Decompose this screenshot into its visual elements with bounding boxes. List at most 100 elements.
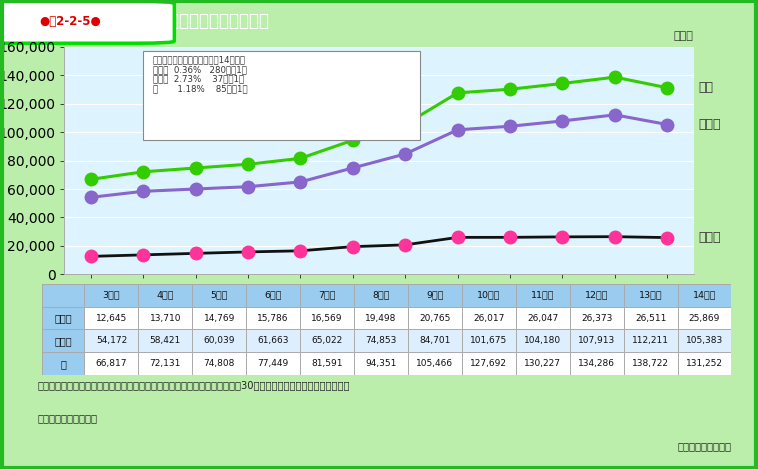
Text: 94,351: 94,351 <box>365 359 396 368</box>
Bar <box>246 307 300 329</box>
Text: 12年度: 12年度 <box>585 291 609 300</box>
Text: （注）　「不登校」（平成９年度までは「学校ぎらい」）を理由として年間30日以上欠席した国公私立小・中学校: （注） 「不登校」（平成９年度までは「学校ぎらい」）を理由として年間30日以上欠… <box>37 380 350 390</box>
Bar <box>42 352 84 375</box>
Bar <box>678 329 731 352</box>
Bar <box>354 352 408 375</box>
Text: 81,591: 81,591 <box>312 359 343 368</box>
Text: 25,869: 25,869 <box>689 314 720 323</box>
Bar <box>300 329 354 352</box>
Text: 105,466: 105,466 <box>416 359 453 368</box>
Text: 72,131: 72,131 <box>149 359 181 368</box>
Text: 26,511: 26,511 <box>635 314 666 323</box>
Bar <box>678 307 731 329</box>
Text: 58,421: 58,421 <box>150 336 181 345</box>
Bar <box>678 352 731 375</box>
Bar <box>246 284 300 307</box>
Text: 54,172: 54,172 <box>96 336 127 345</box>
Text: 13年度: 13年度 <box>639 291 662 300</box>
Text: 101,675: 101,675 <box>470 336 507 345</box>
Bar <box>408 307 462 329</box>
Bar <box>515 284 570 307</box>
Text: （人）: （人） <box>674 31 694 41</box>
Text: 20,765: 20,765 <box>419 314 450 323</box>
Bar <box>193 284 246 307</box>
Text: 14,769: 14,769 <box>204 314 235 323</box>
Text: 61,663: 61,663 <box>258 336 289 345</box>
Bar <box>84 307 139 329</box>
Text: 84,701: 84,701 <box>419 336 450 345</box>
Text: 65,022: 65,022 <box>312 336 343 345</box>
Bar <box>246 352 300 375</box>
Text: 107,913: 107,913 <box>578 336 615 345</box>
Bar <box>84 352 139 375</box>
Bar <box>624 307 678 329</box>
Bar <box>624 329 678 352</box>
Text: 児童生徒数。: 児童生徒数。 <box>37 413 97 423</box>
Bar <box>139 307 193 329</box>
Bar <box>84 329 139 352</box>
Text: 130,227: 130,227 <box>525 359 561 368</box>
Text: 7年度: 7年度 <box>318 291 336 300</box>
Bar <box>462 352 515 375</box>
Text: 合計: 合計 <box>699 81 714 94</box>
Bar <box>570 307 624 329</box>
Bar <box>678 284 731 307</box>
Bar <box>624 352 678 375</box>
Bar <box>462 284 515 307</box>
Bar <box>515 352 570 375</box>
Text: 74,808: 74,808 <box>204 359 235 368</box>
Text: 12,645: 12,645 <box>96 314 127 323</box>
Text: 8年度: 8年度 <box>372 291 390 300</box>
Bar <box>354 284 408 307</box>
Bar <box>515 307 570 329</box>
Text: 26,017: 26,017 <box>473 314 505 323</box>
Text: 不登校児童生徒の割合（平成14年度）: 不登校児童生徒の割合（平成14年度） <box>152 55 246 64</box>
Text: 9年度: 9年度 <box>426 291 443 300</box>
Bar <box>300 352 354 375</box>
Text: 計: 計 <box>60 359 66 369</box>
Bar <box>193 329 246 352</box>
Text: 小学校: 小学校 <box>55 313 72 323</box>
Text: 26,047: 26,047 <box>527 314 559 323</box>
FancyBboxPatch shape <box>0 1 174 43</box>
Bar <box>570 329 624 352</box>
Text: 6年度: 6年度 <box>265 291 282 300</box>
Text: 10年度: 10年度 <box>477 291 500 300</box>
Bar <box>354 329 408 352</box>
Text: 105,383: 105,383 <box>686 336 723 345</box>
Text: 66,817: 66,817 <box>96 359 127 368</box>
Text: （文部科学省調べ）: （文部科学省調べ） <box>678 441 731 451</box>
Text: 計       1.18%    85人に1人: 計 1.18% 85人に1人 <box>152 84 247 93</box>
Text: 5年度: 5年度 <box>211 291 228 300</box>
Text: 16,569: 16,569 <box>312 314 343 323</box>
Bar <box>246 329 300 352</box>
Text: 19,498: 19,498 <box>365 314 396 323</box>
Text: 11年度: 11年度 <box>531 291 555 300</box>
Bar <box>42 307 84 329</box>
Text: 134,286: 134,286 <box>578 359 615 368</box>
Text: 15,786: 15,786 <box>258 314 289 323</box>
Bar <box>408 352 462 375</box>
Bar <box>408 284 462 307</box>
Text: 不登校児童生徒数の推移: 不登校児童生徒数の推移 <box>159 12 269 30</box>
FancyBboxPatch shape <box>143 52 420 140</box>
Text: 60,039: 60,039 <box>203 336 235 345</box>
Bar <box>300 307 354 329</box>
Text: 112,211: 112,211 <box>632 336 669 345</box>
Bar <box>300 284 354 307</box>
Text: 小学校: 小学校 <box>699 231 722 244</box>
Bar <box>570 284 624 307</box>
Text: 4年度: 4年度 <box>157 291 174 300</box>
Bar <box>570 352 624 375</box>
Bar <box>193 352 246 375</box>
Text: 14年度: 14年度 <box>693 291 716 300</box>
Bar <box>139 352 193 375</box>
Bar <box>462 307 515 329</box>
Bar <box>408 329 462 352</box>
Text: 中学校: 中学校 <box>699 118 722 131</box>
Bar <box>624 284 678 307</box>
Text: 138,722: 138,722 <box>632 359 669 368</box>
Text: ●図2-2-5●: ●図2-2-5● <box>39 15 101 28</box>
Text: 3年度: 3年度 <box>102 291 121 300</box>
Text: 127,692: 127,692 <box>471 359 507 368</box>
